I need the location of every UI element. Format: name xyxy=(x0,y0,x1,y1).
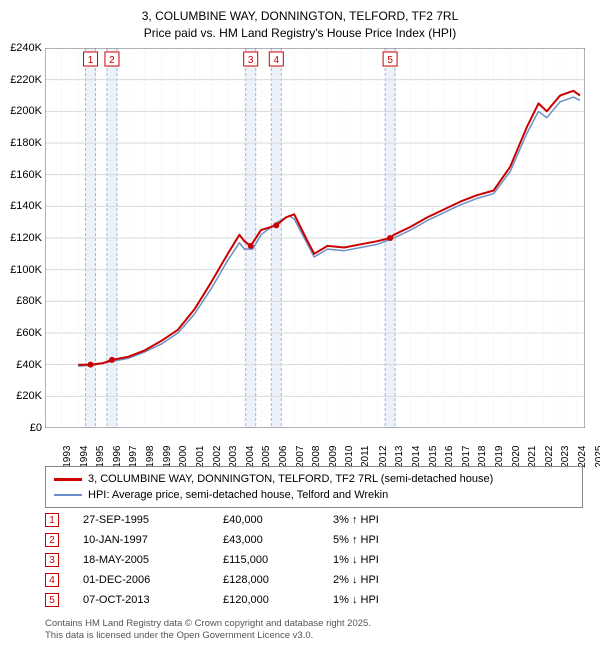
x-tick-label: 2004 xyxy=(245,446,256,468)
y-tick-label: £0 xyxy=(30,422,42,434)
footer-line-1: Contains HM Land Registry data © Crown c… xyxy=(45,618,371,630)
x-tick-label: 1997 xyxy=(128,446,139,468)
x-tick-label: 2018 xyxy=(477,446,488,468)
y-tick-label: £160K xyxy=(10,169,42,181)
sale-price: £40,000 xyxy=(223,514,333,526)
y-tick-label: £120K xyxy=(10,232,42,244)
sale-change: 2% ↓ HPI xyxy=(333,574,443,586)
title-line-2: Price paid vs. HM Land Registry's House … xyxy=(0,25,600,42)
y-tick-label: £140K xyxy=(10,200,42,212)
sale-change: 1% ↓ HPI xyxy=(333,594,443,606)
y-tick-label: £240K xyxy=(10,42,42,54)
x-tick-label: 2024 xyxy=(577,446,588,468)
sale-date: 07-OCT-2013 xyxy=(83,594,223,606)
x-tick-label: 2001 xyxy=(195,446,206,468)
title-line-1: 3, COLUMBINE WAY, DONNINGTON, TELFORD, T… xyxy=(0,8,600,25)
y-tick-label: £100K xyxy=(10,264,42,276)
sale-marker: 4 xyxy=(45,573,59,587)
x-tick-label: 2020 xyxy=(510,446,521,468)
sale-row: 1 27-SEP-1995£40,0003% ↑ HPI xyxy=(45,510,585,530)
sale-price: £43,000 xyxy=(223,534,333,546)
y-tick-label: £60K xyxy=(16,327,42,339)
legend-swatch-2 xyxy=(54,494,82,496)
chart-svg: 1 2 3 4 5 xyxy=(45,48,585,428)
chart-plot-area: 1 2 3 4 5 xyxy=(45,48,585,428)
sale-row: 4 01-DEC-2006£128,0002% ↓ HPI xyxy=(45,570,585,590)
svg-text:1: 1 xyxy=(88,55,94,66)
sale-marker: 3 xyxy=(45,553,59,567)
x-tick-label: 2006 xyxy=(278,446,289,468)
sale-change: 3% ↑ HPI xyxy=(333,514,443,526)
sale-price: £115,000 xyxy=(223,554,333,566)
sale-marker: 1 xyxy=(45,513,59,527)
y-tick-label: £80K xyxy=(16,295,42,307)
sale-date: 18-MAY-2005 xyxy=(83,554,223,566)
x-tick-label: 1998 xyxy=(145,446,156,468)
x-tick-label: 2008 xyxy=(311,446,322,468)
x-tick-label: 2017 xyxy=(461,446,472,468)
svg-text:3: 3 xyxy=(248,55,254,66)
sale-price: £120,000 xyxy=(223,594,333,606)
y-tick-label: £220K xyxy=(10,74,42,86)
x-tick-label: 2016 xyxy=(444,446,455,468)
sale-change: 1% ↓ HPI xyxy=(333,554,443,566)
y-tick-label: £20K xyxy=(16,390,42,402)
sale-row: 2 10-JAN-1997£43,0005% ↑ HPI xyxy=(45,530,585,550)
title-block: 3, COLUMBINE WAY, DONNINGTON, TELFORD, T… xyxy=(0,0,600,42)
svg-text:5: 5 xyxy=(387,55,393,66)
footer-note: Contains HM Land Registry data © Crown c… xyxy=(45,618,371,643)
y-tick-label: £200K xyxy=(10,105,42,117)
legend-box: 3, COLUMBINE WAY, DONNINGTON, TELFORD, T… xyxy=(45,466,583,508)
x-tick-label: 2007 xyxy=(294,446,305,468)
sale-date: 27-SEP-1995 xyxy=(83,514,223,526)
x-tick-label: 2025 xyxy=(593,446,600,468)
sale-row: 5 07-OCT-2013£120,0001% ↓ HPI xyxy=(45,590,585,610)
sale-change: 5% ↑ HPI xyxy=(333,534,443,546)
x-tick-label: 1996 xyxy=(112,446,123,468)
x-tick-label: 1995 xyxy=(95,446,106,468)
x-tick-label: 2011 xyxy=(360,446,371,468)
chart-container: 3, COLUMBINE WAY, DONNINGTON, TELFORD, T… xyxy=(0,0,600,650)
x-tick-label: 2009 xyxy=(328,446,339,468)
x-tick-label: 2012 xyxy=(377,446,388,468)
sale-price: £128,000 xyxy=(223,574,333,586)
legend-swatch-1 xyxy=(54,478,82,481)
x-tick-label: 1999 xyxy=(161,446,172,468)
x-tick-label: 2014 xyxy=(411,446,422,468)
x-axis-labels: 1993199419951996199719981999200020012002… xyxy=(45,430,585,460)
x-tick-label: 2023 xyxy=(560,446,571,468)
x-tick-label: 2010 xyxy=(344,446,355,468)
y-tick-label: £180K xyxy=(10,137,42,149)
x-tick-label: 2022 xyxy=(544,446,555,468)
y-axis-labels: £0£20K£40K£60K£80K£100K£120K£140K£160K£1… xyxy=(0,48,44,428)
x-tick-label: 2003 xyxy=(228,446,239,468)
sale-marker: 2 xyxy=(45,533,59,547)
x-tick-label: 2000 xyxy=(178,446,189,468)
x-tick-label: 1993 xyxy=(62,446,73,468)
svg-text:4: 4 xyxy=(274,55,280,66)
footer-line-2: This data is licensed under the Open Gov… xyxy=(45,630,371,642)
x-tick-label: 2019 xyxy=(494,446,505,468)
x-tick-label: 2005 xyxy=(261,446,272,468)
x-tick-label: 1994 xyxy=(78,446,89,468)
x-tick-label: 2002 xyxy=(211,446,222,468)
legend-row-1: 3, COLUMBINE WAY, DONNINGTON, TELFORD, T… xyxy=(54,471,574,487)
legend-row-2: HPI: Average price, semi-detached house,… xyxy=(54,487,574,503)
x-tick-label: 2015 xyxy=(427,446,438,468)
legend-label-1: 3, COLUMBINE WAY, DONNINGTON, TELFORD, T… xyxy=(88,473,493,485)
x-tick-label: 2013 xyxy=(394,446,405,468)
y-tick-label: £40K xyxy=(16,359,42,371)
sale-row: 3 18-MAY-2005£115,0001% ↓ HPI xyxy=(45,550,585,570)
sale-marker: 5 xyxy=(45,593,59,607)
legend-label-2: HPI: Average price, semi-detached house,… xyxy=(88,489,388,501)
sale-date: 01-DEC-2006 xyxy=(83,574,223,586)
sales-table: 127-SEP-1995£40,0003% ↑ HPI210-JAN-1997£… xyxy=(45,510,585,610)
svg-text:2: 2 xyxy=(109,55,115,66)
sale-date: 10-JAN-1997 xyxy=(83,534,223,546)
x-tick-label: 2021 xyxy=(527,446,538,468)
